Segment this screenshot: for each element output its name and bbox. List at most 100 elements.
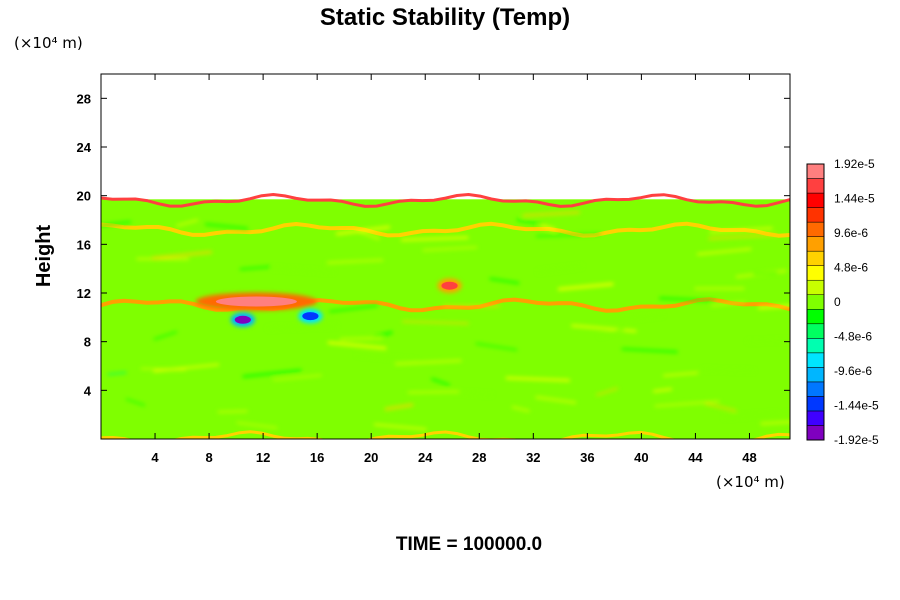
colorbar-tick-label: -4.8e-6 [834,330,872,344]
colorbar-swatch [806,236,825,252]
texture-streak [236,421,278,429]
texture-streak [239,265,272,271]
colorbar-swatch [806,338,825,354]
x-tick-label: 24 [418,450,433,465]
y-axis-ticks: 4 8 12 16 20 24 28 [77,91,790,398]
colorbar-swatch [806,221,825,237]
texture-streak [702,368,755,372]
colorbar-swatch [806,207,825,223]
texture-streak [522,211,580,217]
colorbar-swatch [806,410,825,426]
colorbar-swatch [806,192,825,208]
colorbar-tick-label: -9.6e-6 [834,364,872,378]
band-top-boundary [101,193,790,208]
texture-streak [151,250,213,260]
colorbar-tick-label: 1.92e-5 [834,157,875,171]
y-axis-unit: (×10⁴ m) [14,34,83,52]
texture-streak [596,387,618,396]
texture-streak [400,236,469,242]
x-tick-label: 32 [526,450,540,465]
texture-streak [652,388,673,393]
texture-streak [723,412,777,419]
y-tick-label: 12 [77,286,91,301]
colorbar: 1.92e-5 1.44e-5 9.6e-6 4.8e-6 0 -4.8e-6 -9.6e-… [806,157,879,447]
texture-streak [662,371,699,377]
texture-streak [125,398,146,406]
x-axis-unit: (×10⁴ m) [716,473,785,491]
colorbar-swatch [806,309,825,325]
colorbar-swatch [806,352,825,368]
x-tick-label: 44 [688,450,703,465]
texture-streak [402,320,469,325]
band-bottom-boundary [101,430,790,439]
texture-streak [654,400,720,408]
colorbar-swatch [806,396,825,412]
colorbar-swatch [806,381,825,397]
y-tick-label: 16 [77,237,91,252]
y-axis-label: Height [33,225,55,288]
texture-streak [329,304,378,313]
band-tropopause-layer [101,297,790,313]
texture-streak [704,402,737,412]
x-tick-label: 48 [742,450,756,465]
texture-streak [599,327,627,338]
x-tick-label: 28 [472,450,486,465]
texture-streak [373,423,427,431]
texture-streak [747,339,790,343]
texture-streak [621,347,678,354]
colorbar-swatch [806,294,825,310]
blob-secondary-core [441,281,458,290]
texture-streak [270,267,335,274]
texture-streak [489,277,520,285]
texture-streak [357,229,380,240]
y-tick-label: 8 [84,335,91,350]
blob-unstable-spot-east [302,312,319,321]
band-upper-layer [101,221,790,238]
texture-streak [242,369,302,378]
y-tick-label: 4 [84,383,92,398]
texture-streak [431,377,451,387]
texture-streak [339,336,383,341]
texture-streak [537,265,583,273]
colorbar-swatch [806,279,825,295]
colorbar-swatch [806,323,825,339]
texture-streak [610,314,664,322]
texture-streak [407,390,460,394]
texture-streak [760,420,790,426]
texture-streak [217,410,248,414]
x-axis-ticks: 4 8 12 16 20 24 28 32 36 40 44 48 [151,74,757,465]
x-tick-label: 16 [310,450,324,465]
texture-streak [752,271,778,276]
texture-streak [326,258,384,264]
texture-streak [107,371,127,376]
texture-streak [394,359,462,366]
colorbar-swatch [806,163,825,179]
colorbar-swatch [806,367,825,383]
texture-streak [535,233,601,237]
colorbar-tick-label: 1.44e-5 [834,192,875,206]
texture-streak [516,218,544,226]
texture-streak [538,223,556,232]
texture-streak [454,391,493,396]
texture-streak [153,363,220,373]
colorbar-frame [806,163,825,441]
heatmap-field [101,193,790,439]
x-tick-label: 12 [256,450,270,465]
texture-streak [327,341,387,350]
texture-streak [505,376,571,382]
texture-streak [356,354,418,362]
texture-streak [711,301,746,307]
time-annotation: TIME = 100000.0 [396,534,542,555]
plot-area [100,73,791,440]
x-tick-label: 8 [205,450,212,465]
texture-streak [101,220,132,227]
texture-streak [272,374,322,381]
texture-streak [708,233,778,240]
texture-streak [422,246,478,252]
y-tick-label: 24 [77,140,92,155]
texture-streak [535,395,577,405]
texture-streak [335,225,391,236]
texture-streak [475,342,518,351]
texture-streak [511,405,530,413]
